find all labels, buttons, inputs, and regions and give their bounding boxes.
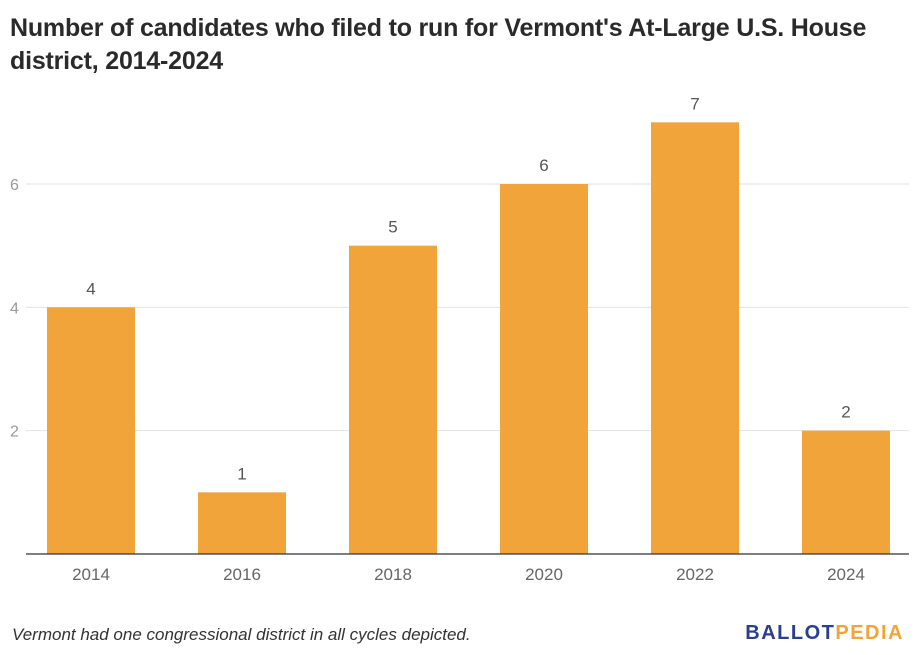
data-label-2022: 7 (690, 94, 699, 113)
data-label-2018: 5 (388, 218, 397, 237)
chart-title: Number of candidates who filed to run fo… (10, 14, 867, 75)
data-label-2024: 2 (841, 403, 850, 422)
ballotpedia-logo: BALLOTPEDIA (745, 622, 904, 645)
y-tick-label-6: 6 (10, 177, 19, 194)
bar-2018 (349, 245, 437, 554)
logo-part-pedia: PEDIA (835, 622, 904, 644)
bar-2024 (802, 430, 890, 554)
data-label-2016: 1 (237, 464, 246, 483)
data-label-2014: 4 (86, 279, 95, 298)
x-tick-label-2020: 2020 (525, 565, 563, 584)
bar-2020 (500, 184, 588, 554)
bar-2016 (198, 492, 286, 554)
bar-2014 (47, 307, 135, 554)
bar-chart: 2 4 6 4 2014 1 2016 5 2018 6 2020 7 2022 2 2024 (10, 94, 909, 584)
x-tick-label-2022: 2022 (676, 565, 714, 584)
x-tick-label-2014: 2014 (72, 565, 110, 584)
bar-2022 (651, 122, 739, 554)
logo-part-ballot: BALLOT (745, 622, 836, 644)
x-tick-label-2024: 2024 (827, 565, 865, 584)
y-tick-label-4: 4 (10, 300, 19, 317)
x-tick-label-2016: 2016 (223, 565, 261, 584)
footnote: Vermont had one congressional district i… (12, 625, 471, 644)
x-tick-label-2018: 2018 (374, 565, 412, 584)
data-label-2020: 6 (539, 156, 548, 175)
y-tick-label-2: 2 (10, 424, 19, 441)
